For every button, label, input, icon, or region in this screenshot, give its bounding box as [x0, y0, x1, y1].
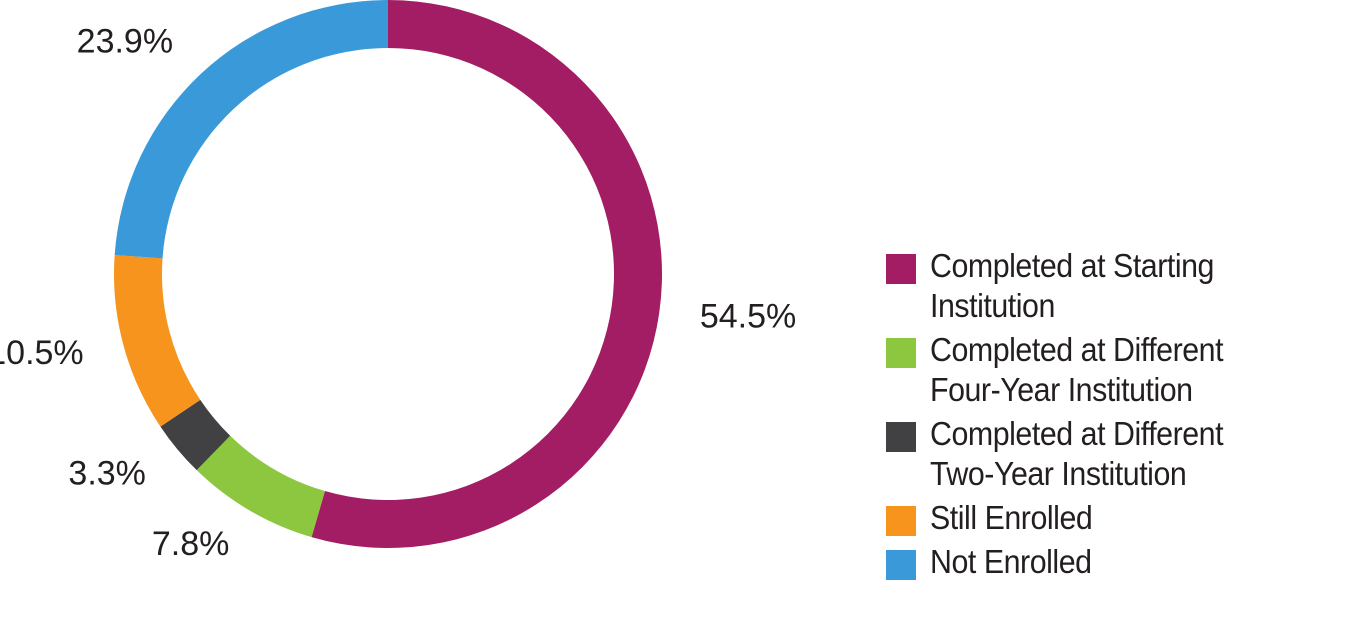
donut-slice — [114, 255, 201, 427]
legend-swatch — [886, 550, 916, 580]
donut-data-label: 3.3% — [68, 455, 146, 493]
legend-label: Completed at Different Four-Year Institu… — [930, 331, 1224, 408]
legend-swatch — [886, 422, 916, 452]
legend-label: Completed at Different Two-Year Institut… — [930, 415, 1224, 492]
legend-swatch — [886, 338, 916, 368]
legend-label: Not Enrolled — [930, 543, 1092, 580]
donut-data-labels: 54.5% 7.8%3.3% 10.5% 23.9% — [0, 23, 796, 563]
donut-slice — [160, 399, 231, 471]
donut-data-label: 7.8% — [152, 525, 230, 563]
legend: Completed at Starting Institution Comple… — [886, 246, 1346, 586]
legend-label: Completed at Starting Institution — [930, 247, 1214, 324]
donut-slice — [311, 0, 662, 548]
donut-slices — [114, 0, 662, 548]
legend-label: Still Enrolled — [930, 499, 1093, 536]
donut-data-label: 23.9% — [77, 23, 173, 61]
legend-swatch — [886, 254, 916, 284]
donut-slice — [114, 0, 388, 259]
donut-data-label: 54.5% — [700, 297, 796, 335]
donut-data-label: 10.5% — [0, 334, 84, 372]
legend-item-completed-two-year: Completed at Different Two-Year Institut… — [886, 414, 1346, 494]
legend-item-not-enrolled: Not Enrolled — [886, 542, 1346, 582]
legend-item-completed-four-year: Completed at Different Four-Year Institu… — [886, 330, 1346, 410]
legend-item-still-enrolled: Still Enrolled — [886, 498, 1346, 538]
legend-swatch — [886, 506, 916, 536]
donut-slice — [196, 435, 325, 538]
legend-item-completed-starting: Completed at Starting Institution — [886, 246, 1346, 326]
